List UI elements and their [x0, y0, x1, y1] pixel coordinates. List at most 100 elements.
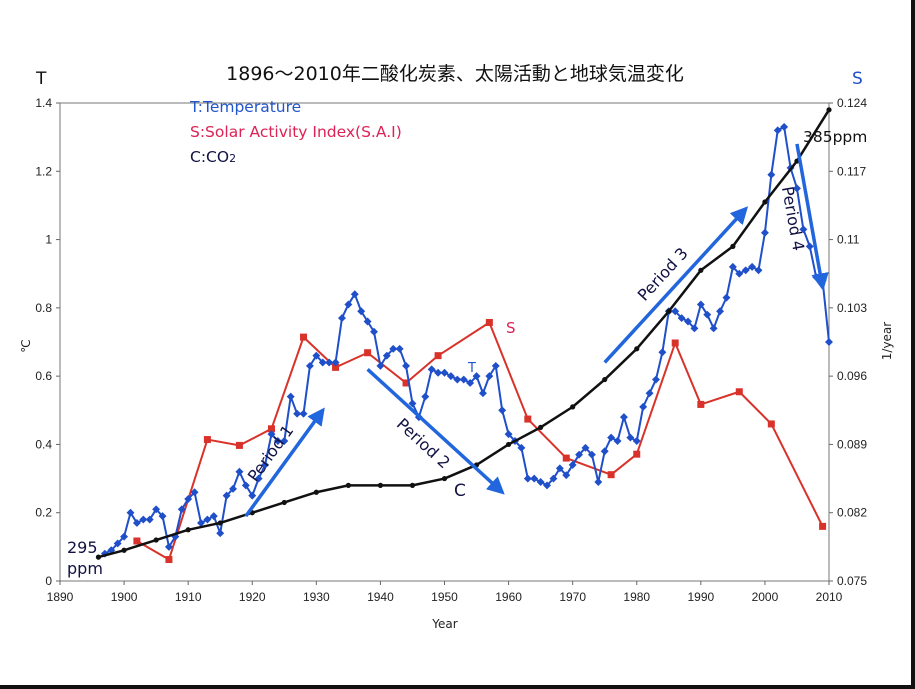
legend-entry-co2: C:CO2 — [190, 148, 236, 166]
point-c — [570, 404, 576, 410]
point-t — [261, 460, 270, 469]
point-c — [538, 424, 544, 430]
point-t — [677, 314, 686, 323]
x-tick-label: 1980 — [623, 590, 650, 604]
mask-top — [290, 180, 500, 250]
label-s: S — [506, 319, 516, 337]
right-tick-label: 0.082 — [837, 506, 867, 520]
point-t — [658, 348, 667, 357]
point-t — [395, 344, 404, 353]
point-c — [730, 243, 736, 249]
point-c — [409, 482, 416, 488]
right-tick-label: 0.11 — [837, 233, 860, 247]
left-tick-label: 0.8 — [35, 301, 52, 315]
point-t — [376, 361, 385, 370]
period-label: Period 2 — [393, 414, 454, 472]
point-t — [626, 433, 635, 442]
right-tick-label: 0.096 — [837, 369, 867, 383]
point-t — [478, 389, 487, 398]
left-tick-label: 0 — [45, 574, 52, 588]
point-c — [153, 537, 159, 543]
mask-left — [62, 185, 162, 325]
label-385ppm: 385ppm — [803, 128, 867, 146]
point-t — [177, 505, 186, 514]
series-line-s — [136, 321, 824, 561]
point-t — [741, 266, 750, 275]
point-s — [267, 425, 275, 433]
point-t — [389, 344, 398, 353]
point-t — [190, 488, 199, 497]
point-t — [421, 392, 430, 401]
point-t — [344, 300, 353, 309]
point-t — [491, 361, 500, 370]
point-s — [562, 454, 570, 462]
point-t — [517, 443, 526, 452]
point-t — [773, 126, 782, 135]
period-arrow — [603, 206, 749, 364]
point-c — [698, 267, 704, 273]
point-s — [332, 363, 340, 371]
point-s — [735, 388, 743, 396]
legend-entry-temperature: T:Temperature — [189, 98, 301, 116]
point-t — [382, 351, 391, 360]
x-tick-label: 1920 — [239, 590, 266, 604]
point-t — [562, 471, 571, 480]
point-t — [286, 392, 295, 401]
point-s — [607, 471, 615, 479]
point-s — [300, 333, 308, 341]
right-axis-letter: S — [852, 69, 863, 89]
point-t — [434, 368, 443, 377]
x-tick-label: 1990 — [687, 590, 714, 604]
point-t — [312, 351, 321, 360]
point-t — [716, 307, 725, 316]
point-t — [402, 361, 411, 370]
point-t — [581, 443, 590, 452]
point-t — [485, 372, 494, 381]
point-t — [446, 372, 455, 381]
x-tick-label: 1970 — [559, 590, 586, 604]
point-t — [645, 389, 654, 398]
point-t — [523, 474, 532, 483]
point-t — [305, 361, 314, 370]
point-t — [536, 478, 545, 486]
point-t — [594, 478, 603, 486]
point-c — [762, 199, 768, 205]
point-t — [318, 358, 327, 367]
point-t — [722, 293, 731, 302]
period-label: Period 3 — [634, 244, 692, 305]
point-t — [273, 437, 282, 445]
x-tick-label: 2000 — [752, 590, 779, 604]
point-t — [370, 327, 378, 336]
point-c — [666, 308, 672, 314]
point-t — [459, 375, 468, 384]
right-tick-label: 0.124 — [837, 96, 867, 110]
point-t — [248, 491, 257, 500]
point-t — [799, 225, 808, 234]
legend-co2-text: C:CO — [190, 148, 229, 166]
point-c — [313, 489, 319, 495]
point-s — [402, 379, 410, 387]
point-t — [690, 324, 699, 333]
point-t — [568, 460, 577, 469]
point-t — [748, 262, 757, 271]
point-t — [600, 447, 609, 456]
point-t — [619, 413, 628, 422]
point-t — [504, 430, 513, 439]
point-t — [325, 358, 334, 367]
point-t — [209, 512, 218, 521]
point-t — [427, 365, 436, 374]
point-t — [498, 406, 507, 415]
label-295: 295 — [67, 538, 98, 557]
point-t — [235, 467, 244, 476]
period-label: Period 4 — [778, 185, 808, 252]
point-t — [440, 368, 449, 377]
point-t — [453, 375, 462, 384]
point-t — [152, 505, 161, 514]
point-t — [767, 170, 776, 179]
point-t — [254, 474, 263, 483]
point-c — [185, 527, 191, 533]
right-axis-unit: 1/year — [880, 322, 894, 361]
point-s — [697, 400, 705, 408]
